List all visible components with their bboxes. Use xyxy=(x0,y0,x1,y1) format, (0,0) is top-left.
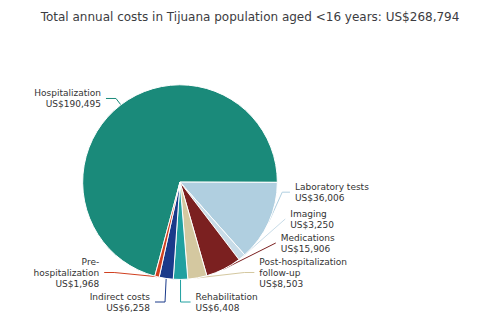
svg-text:hospitalization: hospitalization xyxy=(34,268,100,278)
svg-text:Hospitalization: Hospitalization xyxy=(34,88,101,98)
svg-text:US$6,258: US$6,258 xyxy=(106,303,150,313)
svg-text:US$1,968: US$1,968 xyxy=(55,279,99,289)
svg-text:Rehabilitation: Rehabilitation xyxy=(196,292,258,302)
svg-text:Pre-: Pre- xyxy=(82,257,100,267)
svg-text:Total annual costs in Tijuana: Total annual costs in Tijuana population… xyxy=(40,10,460,24)
svg-text:Post-hospitalization: Post-hospitalization xyxy=(259,257,347,267)
svg-text:US$3,250: US$3,250 xyxy=(290,220,334,230)
svg-text:US$6,408: US$6,408 xyxy=(196,303,240,313)
svg-text:follow-up: follow-up xyxy=(259,268,300,278)
svg-text:US$36,006: US$36,006 xyxy=(295,193,345,203)
svg-text:Medications: Medications xyxy=(281,233,335,243)
svg-text:Imaging: Imaging xyxy=(290,209,327,219)
svg-text:US$190,495: US$190,495 xyxy=(46,99,101,109)
svg-text:US$8,503: US$8,503 xyxy=(259,279,303,289)
svg-text:Laboratory tests: Laboratory tests xyxy=(295,182,369,192)
svg-text:US$15,906: US$15,906 xyxy=(281,244,331,254)
svg-text:Indirect costs: Indirect costs xyxy=(90,292,151,302)
